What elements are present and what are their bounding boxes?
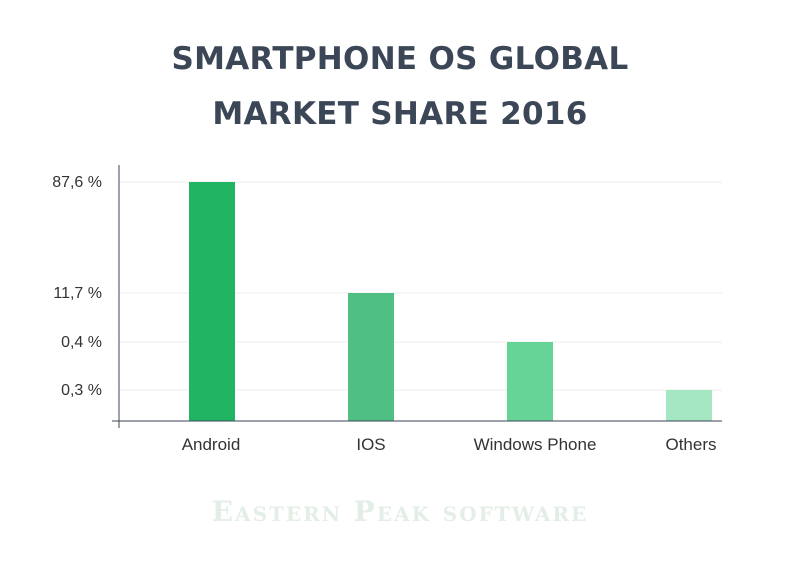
y-tick-label: 0,3 %	[61, 382, 102, 399]
chart-title: SMARTPHONE OS GLOBAL MARKET SHARE 2016	[0, 32, 800, 142]
bars	[189, 182, 712, 421]
watermark-logo: Eastern Peak software	[211, 495, 589, 528]
x-tick-label: Android	[182, 435, 241, 454]
bar-android	[189, 182, 235, 421]
bar-others	[666, 390, 712, 421]
y-tick-labels: 87,6 % 11,7 % 0,4 % 0,3 %	[52, 174, 102, 399]
chart-title-line-1: SMARTPHONE OS GLOBAL	[171, 41, 629, 77]
x-tick-label: Others	[665, 435, 716, 454]
x-tick-label: Windows Phone	[474, 435, 597, 454]
y-tick-label: 11,7 %	[53, 285, 102, 302]
y-tick-label: 87,6 %	[52, 174, 102, 191]
bar-ios	[348, 293, 394, 421]
bar-windows-phone	[507, 342, 553, 421]
y-tick-label: 0,4 %	[61, 334, 102, 351]
x-tick-label: IOS	[356, 435, 385, 454]
x-tick-labels: Android IOS Windows Phone Others	[182, 435, 717, 454]
chart-title-line-2: MARKET SHARE 2016	[212, 96, 588, 132]
